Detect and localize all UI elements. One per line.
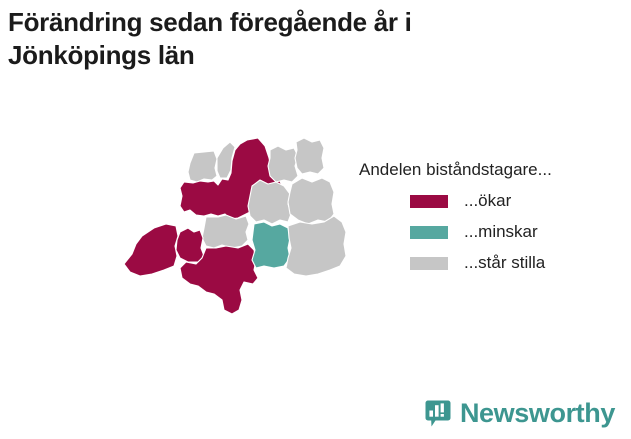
page-title: Förändring sedan föregående år i Jönköpi… bbox=[8, 7, 412, 71]
map-area-vetlanda[interactable] bbox=[285, 215, 347, 277]
legend-item-decreasing[interactable]: ...minskar bbox=[357, 221, 587, 243]
map-area-gislaved[interactable] bbox=[123, 223, 179, 277]
legend-label-decreasing: ...minskar bbox=[464, 222, 538, 241]
newsworthy-wordmark: Newsworthy bbox=[459, 398, 615, 428]
map-area-eksjo[interactable] bbox=[287, 177, 335, 225]
map-area-mullsjo[interactable] bbox=[187, 150, 218, 183]
legend-swatch-unchanged bbox=[410, 256, 448, 270]
legend-item-unchanged[interactable]: ...står stilla bbox=[357, 252, 587, 274]
legend-swatch-decreasing bbox=[410, 225, 448, 239]
legend-item-increasing[interactable]: ...ökar bbox=[357, 190, 587, 212]
legend: Andelen biståndstagare... ...ökar ...min… bbox=[357, 160, 587, 283]
map-area-savsjo[interactable] bbox=[251, 221, 291, 269]
map-area-aneby[interactable] bbox=[267, 145, 299, 183]
bar-chart-bubble-icon bbox=[425, 400, 451, 426]
map-svg bbox=[123, 137, 347, 315]
newsworthy-logo[interactable]: Newsworthy bbox=[425, 398, 615, 429]
choropleth-map bbox=[118, 128, 368, 343]
map-area-gnosjo[interactable] bbox=[175, 227, 205, 263]
map-area-varnamo[interactable] bbox=[179, 243, 259, 315]
legend-swatch-increasing bbox=[410, 194, 448, 208]
legend-title: Andelen biståndstagare... bbox=[359, 160, 552, 179]
legend-label-unchanged: ...står stilla bbox=[464, 253, 546, 272]
legend-label-increasing: ...ökar bbox=[464, 191, 512, 210]
map-area-nassjo[interactable] bbox=[247, 179, 292, 225]
map-area-vaggeryd[interactable] bbox=[201, 214, 250, 249]
map-area-tranas[interactable] bbox=[294, 137, 325, 175]
